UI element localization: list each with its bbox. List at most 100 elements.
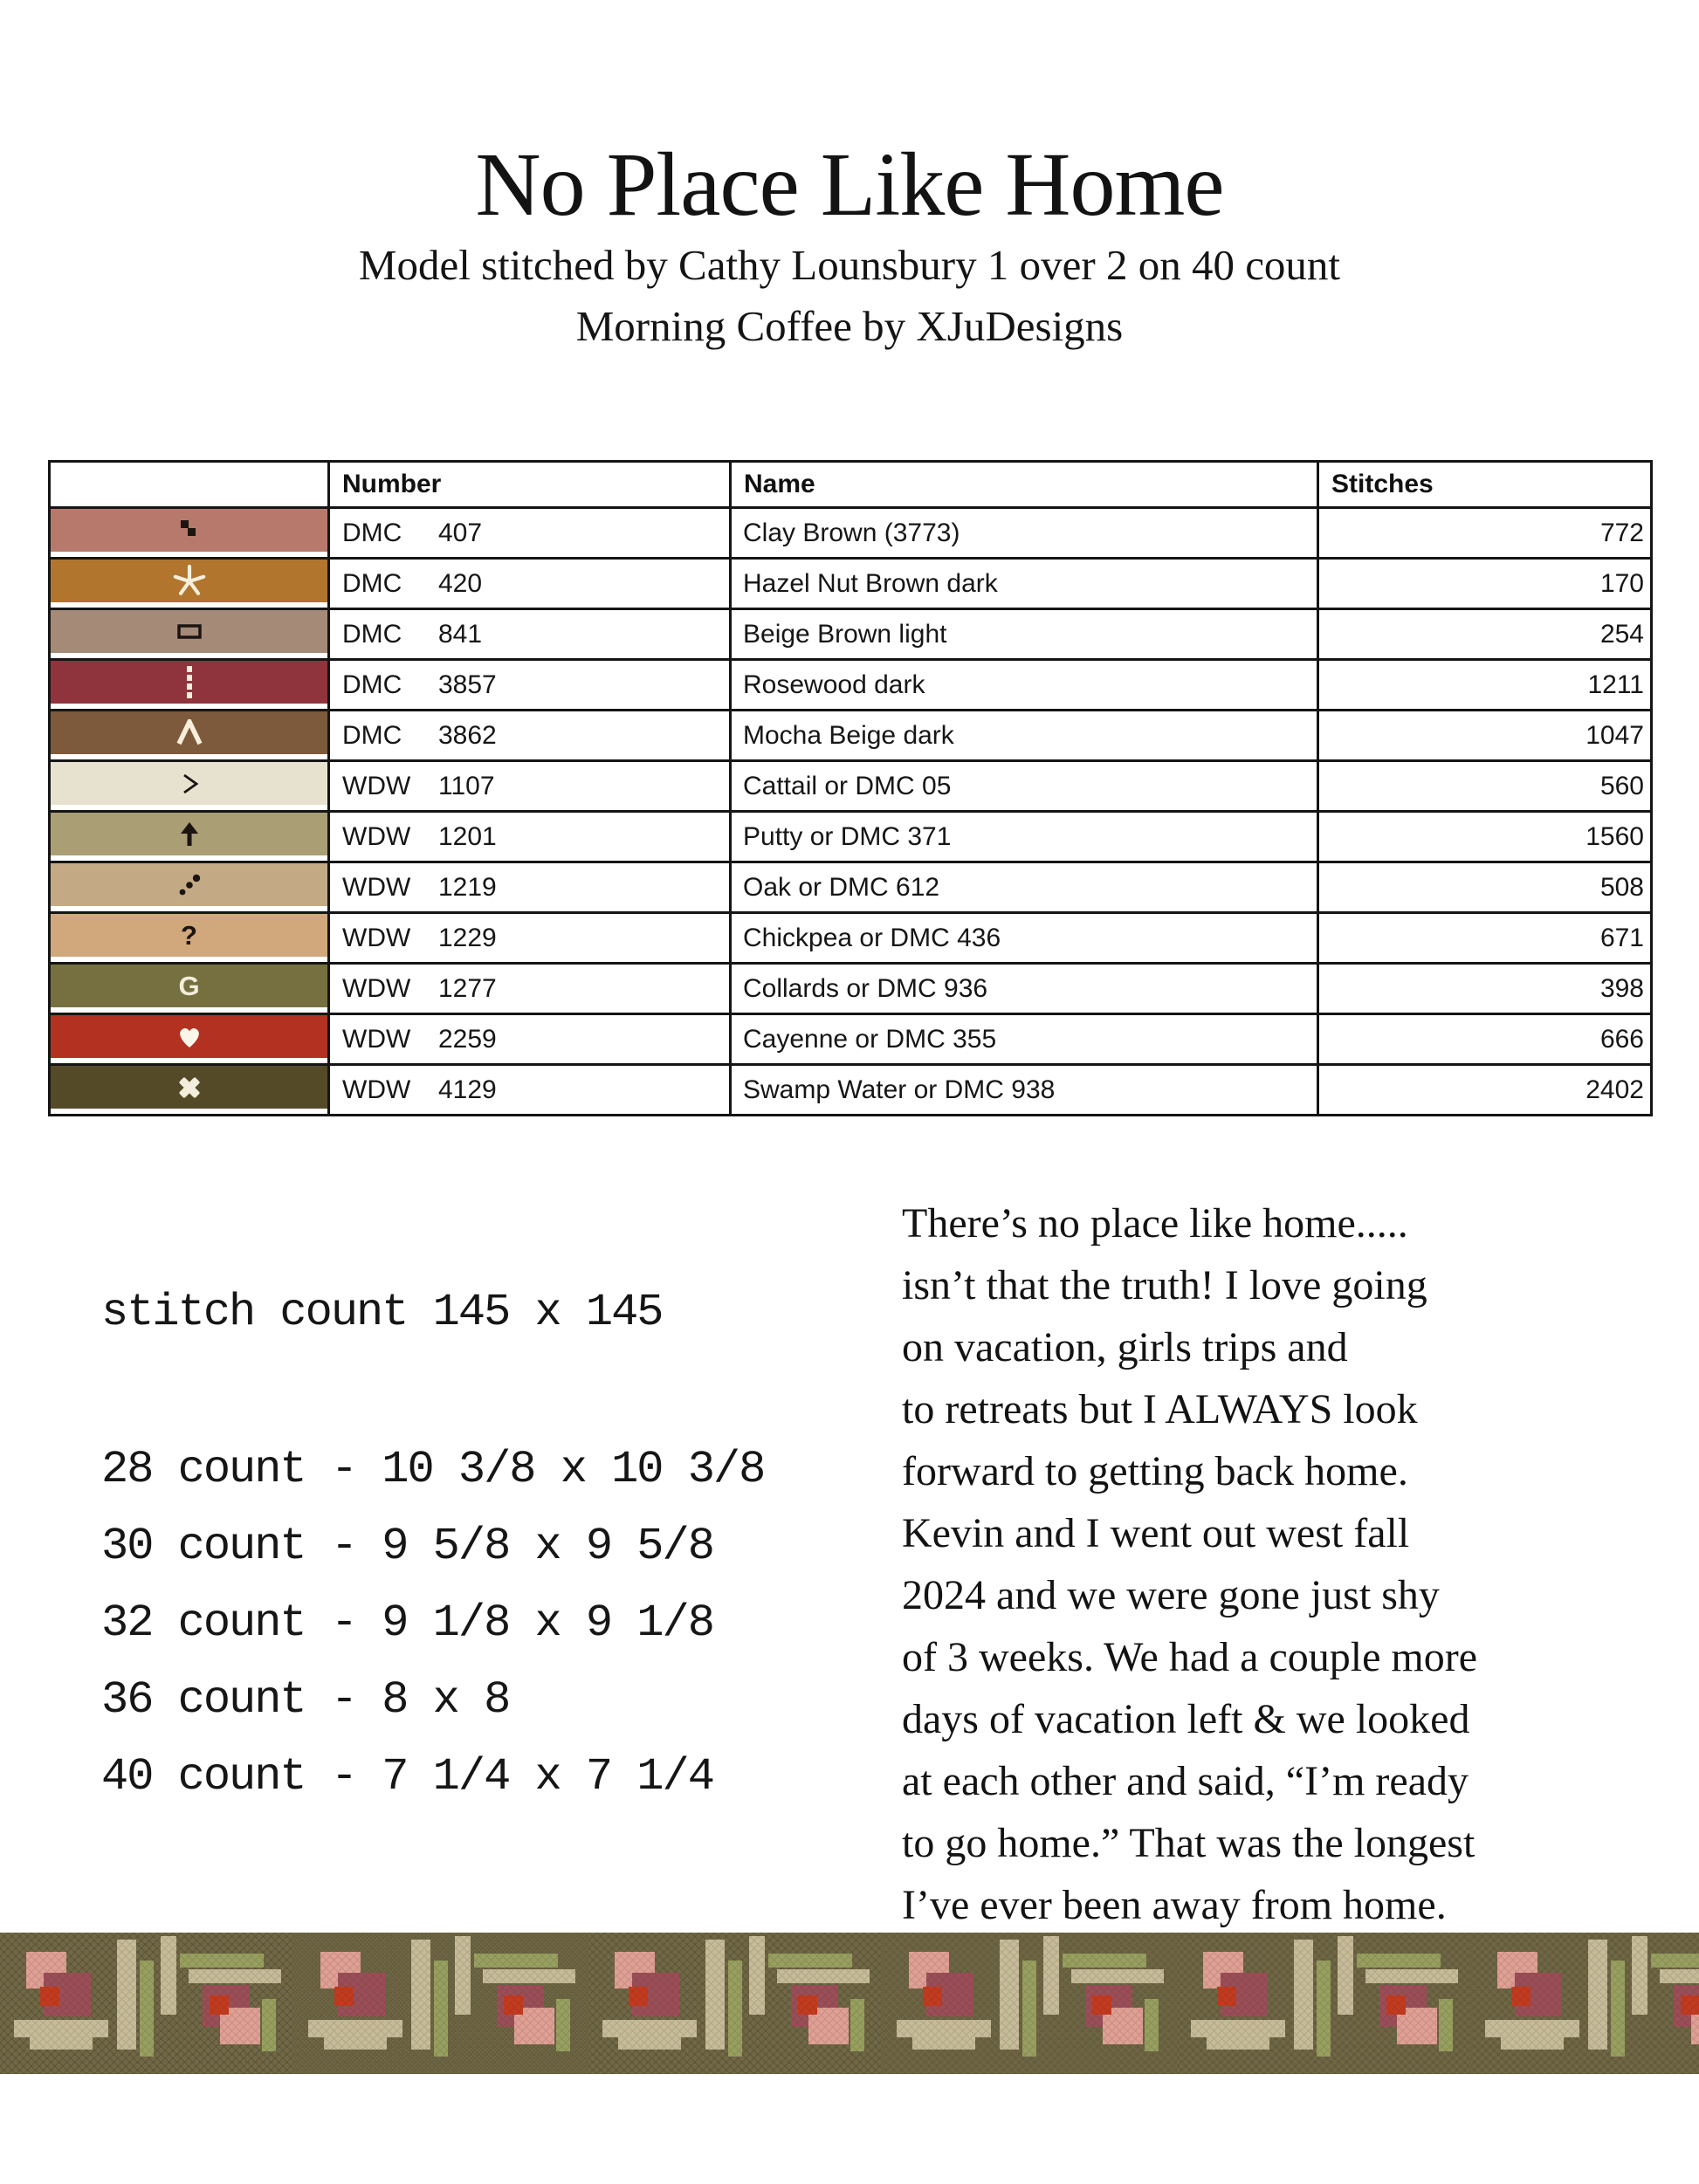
floss-brand: WDW: [342, 872, 411, 902]
floss-name: Collards or DMC 936: [729, 962, 1319, 1015]
floss-number: DMC 841: [327, 608, 732, 661]
floss-name: Chickpea or DMC 436: [729, 911, 1319, 965]
floss-brand: DMC: [342, 518, 402, 547]
floss-code: 1219: [438, 872, 497, 902]
size-line: 28 count - 10 3/8 x 10 3/8: [101, 1444, 766, 1495]
heart-symbol: [52, 1017, 327, 1059]
floss-number: DMC 407: [327, 506, 732, 560]
letter-g-symbol: G: [178, 971, 200, 1001]
floss-name: Beige Brown light: [729, 608, 1319, 661]
symbol-cell: [48, 557, 330, 610]
legend-row: WDW 1107 Cattail or DMC 05 560: [48, 759, 1653, 813]
floss-code: 841: [438, 619, 483, 649]
two-squares-symbol: [52, 511, 327, 553]
floss-number: WDW 1229: [327, 911, 732, 965]
stitches-column-header: Stitches: [1317, 460, 1653, 509]
symbol-cell: G: [48, 962, 330, 1015]
floss-number: DMC 420: [327, 557, 732, 610]
stitch-total: 671: [1317, 911, 1653, 965]
number-column-header: Number: [327, 460, 732, 509]
floss-number: DMC 3862: [327, 709, 732, 762]
symbol-cell: [48, 608, 330, 661]
legend-row: WDW 1201 Putty or DMC 371 1560: [48, 810, 1653, 863]
floss-code: 3857: [438, 670, 497, 699]
floss-number: WDW 1201: [327, 810, 732, 863]
floss-name: Swamp Water or DMC 938: [729, 1063, 1319, 1116]
gt-symbol: [52, 764, 327, 806]
size-line: 36 count - 8 x 8: [101, 1674, 511, 1726]
stitch-total: 1560: [1317, 810, 1653, 863]
lambda-symbol: [52, 713, 327, 755]
floss-code: 1229: [438, 923, 497, 952]
legend-row: ? WDW 1229 Chickpea or DMC 436 671: [48, 911, 1653, 965]
color-swatch: [52, 864, 327, 906]
stitch-count-text: stitch count 145 x 145: [101, 1287, 664, 1338]
legend-row: DMC 3857 Rosewood dark 1211: [48, 658, 1653, 711]
legend-row: DMC 841 Beige Brown light 254: [48, 608, 1653, 661]
floss-brand: WDW: [342, 821, 411, 851]
floss-brand: DMC: [342, 670, 402, 699]
floss-brand: DMC: [342, 619, 402, 649]
legend-row: DMC 407 Clay Brown (3773) 772: [48, 506, 1653, 560]
color-swatch: ?: [52, 915, 327, 957]
color-swatch: [52, 763, 327, 806]
floss-name: Mocha Beige dark: [729, 709, 1319, 762]
floss-number: WDW 1219: [327, 861, 732, 914]
color-swatch: [52, 611, 327, 654]
stitch-total: 1211: [1317, 658, 1653, 711]
color-swatch: [52, 560, 327, 602]
floss-brand: WDW: [342, 973, 411, 1003]
color-swatch: G: [52, 965, 327, 1007]
symbol-cell: [48, 658, 330, 711]
floss-brand: DMC: [342, 720, 402, 750]
floss-number: WDW 1107: [327, 759, 732, 813]
floss-code: 3862: [438, 720, 497, 750]
color-swatch: [52, 814, 327, 855]
stitch-total: 772: [1317, 506, 1653, 560]
floss-code: 2259: [438, 1024, 497, 1054]
name-column-header: Name: [729, 460, 1319, 509]
floss-number: DMC 3857: [327, 658, 732, 711]
legend-row: DMC 3862 Mocha Beige dark 1047: [48, 709, 1653, 762]
floss-code: 420: [438, 568, 483, 598]
legend-row: G WDW 1277 Collards or DMC 936 398: [48, 962, 1653, 1015]
symbol-cell: [48, 709, 330, 762]
stitch-total: 1047: [1317, 709, 1653, 762]
question-symbol: ?: [181, 920, 197, 951]
floss-name: Clay Brown (3773): [729, 506, 1319, 560]
floss-name: Rosewood dark: [729, 658, 1319, 711]
symbol-cell: [48, 861, 330, 914]
floss-number: WDW 4129: [327, 1063, 732, 1116]
floss-number: WDW 1277: [327, 962, 732, 1015]
page-title: No Place Like Home: [475, 134, 1224, 235]
floss-brand: WDW: [342, 771, 411, 800]
subtitle-line-1: Model stitched by Cathy Lounsbury 1 over…: [358, 241, 1341, 289]
stitch-total: 2402: [1317, 1063, 1653, 1116]
floss-brand: WDW: [342, 1075, 411, 1104]
floss-name: Cattail or DMC 05: [729, 759, 1319, 813]
legend-header-row: Number Name Stitches: [48, 460, 1653, 509]
symbol-cell: [48, 506, 330, 560]
floss-name: Hazel Nut Brown dark: [729, 557, 1319, 610]
floss-legend-table: Number Name Stitches DMC 407 Clay Brown (3…: [48, 460, 1653, 1116]
color-swatch: [52, 1067, 327, 1109]
color-swatch: [52, 1016, 327, 1059]
floss-code: 407: [438, 518, 483, 547]
legend-row: WDW 2259 Cayenne or DMC 355 666: [48, 1013, 1653, 1066]
floss-code: 4129: [438, 1075, 497, 1104]
subtitle-line-2: Morning Coffee by XJuDesigns: [575, 302, 1124, 350]
color-swatch: [52, 510, 327, 553]
x-bold-symbol: [52, 1068, 327, 1109]
floss-number: WDW 2259: [327, 1013, 732, 1066]
symbol-column-header: [48, 460, 330, 509]
stitch-total: 666: [1317, 1013, 1653, 1066]
color-swatch: [52, 712, 327, 755]
story-text: There’s no place like home..... isn’t th…: [902, 1200, 1478, 1928]
floss-brand: WDW: [342, 923, 411, 952]
floss-name: Putty or DMC 371: [729, 810, 1319, 863]
floss-name: Cayenne or DMC 355: [729, 1013, 1319, 1066]
rect-outline-symbol: [52, 612, 327, 654]
floss-code: 1277: [438, 973, 497, 1003]
floss-code: 1201: [438, 821, 497, 851]
